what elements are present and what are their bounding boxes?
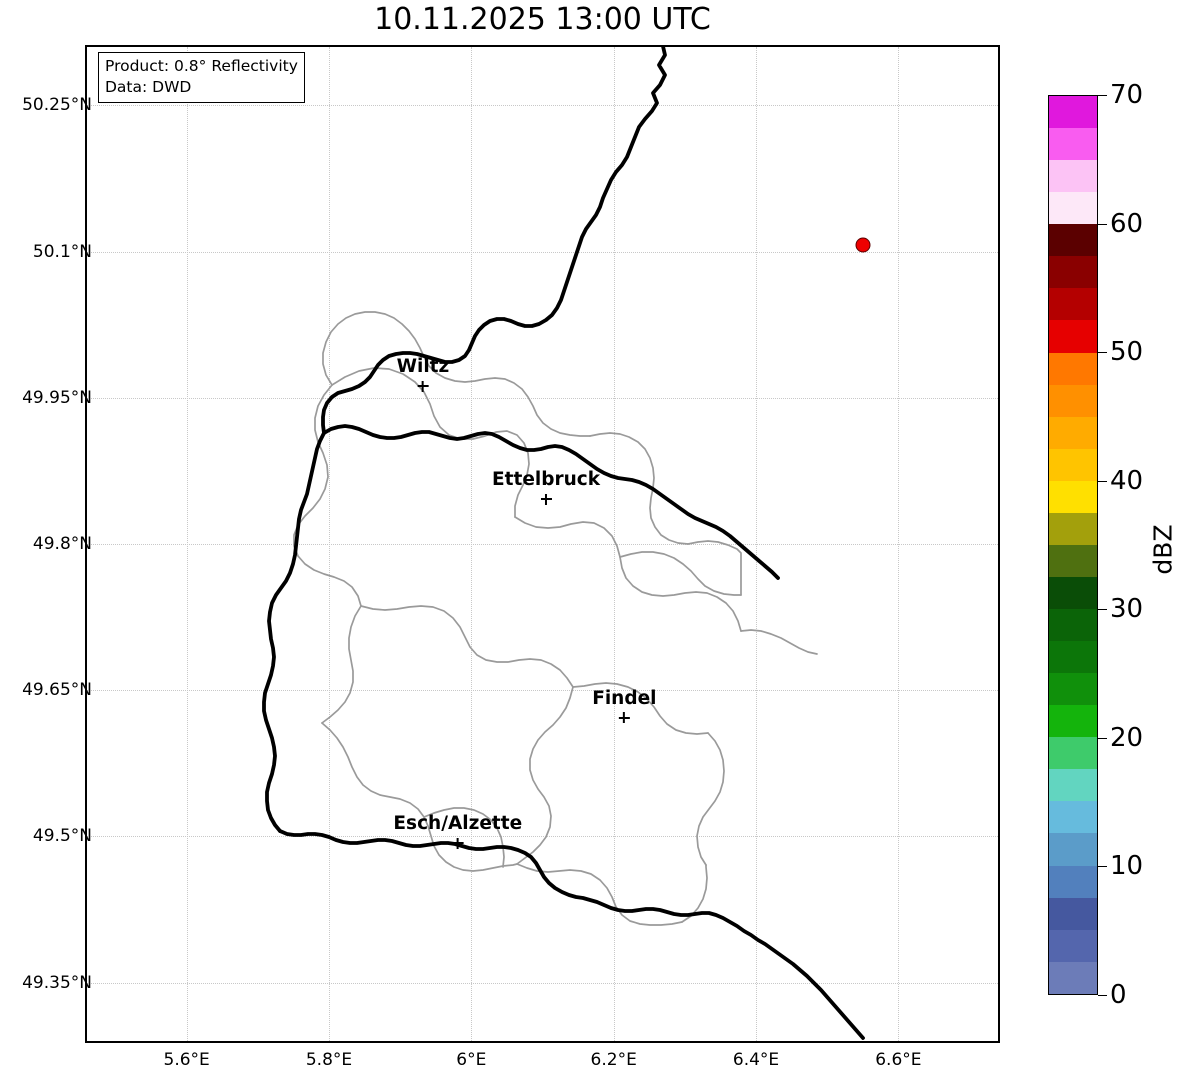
colorbar-band [1049,673,1097,706]
colorbar-band [1049,576,1097,609]
info-data-line: Data: DWD [105,77,192,96]
national-border-south [278,829,865,1040]
xtick-label: 6.2°E [590,1050,637,1070]
canton-boundaries [293,311,818,926]
ytick-label: 50.25°N [22,95,92,116]
cross-marker-icon [540,493,552,505]
city-label: Ettelbruck [492,469,601,491]
city-marker-esch-alzette: Esch/Alzette [393,815,522,849]
colorbar-band [1049,737,1097,770]
colorbar-axis-label: dBZ [1148,524,1178,575]
ytick-label: 49.5°N [32,826,92,847]
colorbar-tick [1098,95,1107,96]
colorbar-tick-label: 20 [1110,722,1144,753]
gridline-latitude [87,105,998,107]
colorbar-tick [1098,609,1107,611]
colorbar-band [1049,384,1097,417]
ytick-label: 49.65°N [22,680,92,701]
colorbar-band [1049,416,1097,449]
gridline-latitude [87,690,998,692]
colorbar-tick-label: 60 [1110,208,1144,239]
gridline-longitude [471,47,473,1041]
city-label: Esch/Alzette [393,813,523,835]
city-marker-wiltz: Wiltz [396,356,450,392]
colorbar-band [1049,288,1097,321]
city-label: Wiltz [396,356,450,378]
xtick-label: 6.4°E [732,1050,780,1070]
gridline-latitude [87,836,998,838]
national-border-west [262,431,326,833]
colorbar-tick-label: 70 [1110,80,1144,110]
colorbar-band [1049,769,1097,802]
ytick-label: 49.95°N [22,387,92,408]
colorbar-band [1049,897,1097,930]
ytick-label: 50.1°N [32,241,92,262]
colorbar-band [1049,609,1097,642]
colorbar-band [1049,128,1097,161]
gridline-longitude [756,47,758,1041]
colorbar-tick [1098,866,1107,868]
colorbar-band [1049,320,1097,353]
ytick-label: 49.35°N [22,972,92,993]
gridline-latitude [87,544,998,545]
colorbar-band [1049,352,1097,385]
colorbar-band [1049,865,1097,898]
gridline-latitude [87,982,998,984]
colorbar-band [1049,544,1097,577]
map-geography [262,47,865,1040]
city-label: Findel [592,687,657,709]
colorbar-band [1049,192,1097,225]
ytick-label: 49.8°N [32,534,92,554]
colorbar-tick [1098,480,1107,482]
cross-marker-icon [452,837,464,849]
xtick-label: 6°E [456,1050,487,1070]
radar-map-plot[interactable]: Product: 0.8° Reflectivity Data: DWD Wil… [85,45,1000,1043]
colorbar-band [1049,224,1097,257]
gridline-longitude [898,47,900,1041]
cross-marker-icon [618,712,630,723]
xtick-label: 5.6°E [163,1050,210,1070]
xtick-label: 5.8°E [305,1050,353,1070]
colorbar-band [1049,929,1097,962]
colorbar-band [1049,448,1097,481]
national-border-east [322,424,780,580]
colorbar-band [1049,256,1097,289]
colorbar-tick [1098,223,1107,225]
gridline-latitude [87,397,998,399]
colorbar-tick [1098,352,1107,354]
product-info-box: Product: 0.8° Reflectivity Data: DWD [98,52,305,103]
colorbar-tick-label: 50 [1110,337,1144,368]
radar-station-marker[interactable] [855,237,871,253]
gridline-longitude [613,47,615,1041]
gridline-longitude [328,47,330,1041]
colorbar-tick-label: 40 [1110,465,1144,496]
colorbar-band [1049,641,1097,674]
colorbar-band [1049,801,1097,834]
info-product-line: Product: 0.8° Reflectivity [105,57,298,75]
city-marker-findel: Findel [592,687,657,723]
page-title: 10.11.2025 13:00 UTC [374,2,711,37]
colorbar-band [1049,96,1097,129]
colorbar-band [1049,160,1097,193]
colorbar-band [1049,961,1097,994]
colorbar-tick [1098,995,1107,996]
colorbar-tick-label: 10 [1110,851,1144,882]
reflectivity-colorbar[interactable] [1048,95,1098,995]
colorbar-band [1049,705,1097,738]
gridline-longitude [186,47,188,1041]
cross-marker-icon [417,380,429,392]
xtick-label: 6.6°E [875,1050,922,1070]
gridline-latitude [87,251,998,253]
colorbar-band [1049,512,1097,545]
colorbar-band [1049,480,1097,513]
colorbar-band [1049,833,1097,866]
colorbar-tick [1098,737,1107,739]
national-border-path [321,47,667,435]
colorbar-tick-label: 30 [1110,594,1144,625]
city-marker-ettelbruck: Ettelbruck [492,471,600,505]
colorbar-tick-label: 0 [1110,980,1127,1010]
